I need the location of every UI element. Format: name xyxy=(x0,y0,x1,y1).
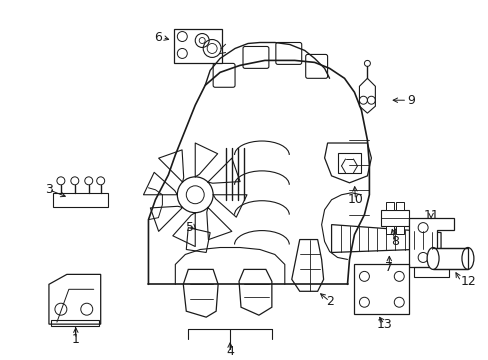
Bar xyxy=(386,202,393,210)
Bar xyxy=(354,265,408,314)
Text: 12: 12 xyxy=(460,275,476,288)
Bar xyxy=(381,210,408,226)
Polygon shape xyxy=(359,78,375,113)
Text: 10: 10 xyxy=(347,193,363,206)
Polygon shape xyxy=(239,269,271,315)
Polygon shape xyxy=(183,269,218,317)
Text: 7: 7 xyxy=(385,261,392,274)
Text: 3: 3 xyxy=(45,183,53,196)
FancyBboxPatch shape xyxy=(305,54,327,78)
Bar xyxy=(432,248,467,269)
Polygon shape xyxy=(324,143,370,183)
FancyBboxPatch shape xyxy=(243,46,268,68)
Text: 2: 2 xyxy=(325,295,333,308)
Text: 11: 11 xyxy=(422,209,438,222)
Bar xyxy=(386,226,393,234)
Text: 5: 5 xyxy=(186,221,194,234)
Bar xyxy=(413,267,448,277)
FancyBboxPatch shape xyxy=(213,63,235,87)
Bar xyxy=(395,226,404,234)
Text: 6: 6 xyxy=(154,31,162,44)
Polygon shape xyxy=(408,218,453,267)
Bar xyxy=(395,202,404,210)
Text: 1: 1 xyxy=(72,333,80,346)
Ellipse shape xyxy=(426,248,438,269)
Text: 9: 9 xyxy=(407,94,414,107)
Polygon shape xyxy=(291,239,323,291)
Text: 8: 8 xyxy=(390,235,399,248)
Polygon shape xyxy=(186,228,210,252)
Bar xyxy=(337,153,361,173)
Bar xyxy=(53,193,107,207)
Bar xyxy=(174,28,222,63)
FancyBboxPatch shape xyxy=(275,42,301,64)
Text: 4: 4 xyxy=(225,345,234,357)
Polygon shape xyxy=(331,225,440,252)
Bar xyxy=(51,320,99,326)
Polygon shape xyxy=(49,274,101,324)
Text: 13: 13 xyxy=(376,318,391,330)
